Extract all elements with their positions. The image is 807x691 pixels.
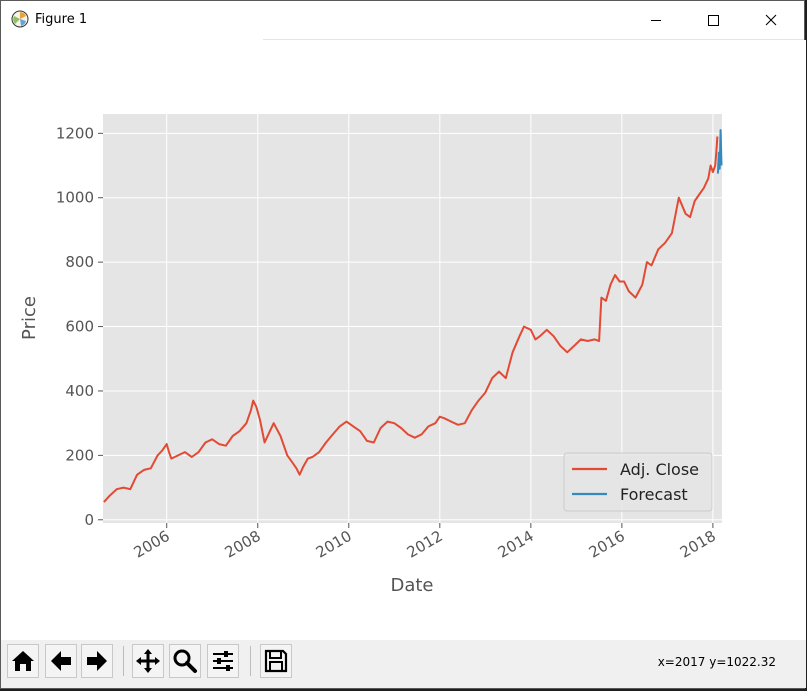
pan-button[interactable] [132, 644, 164, 678]
grid [103, 114, 722, 523]
chart: 2006 2008 2010 2012 2014 2016 2018 0 200 400 600 8… [19, 114, 723, 596]
title-separator [263, 39, 804, 40]
zoom-icon [173, 649, 197, 673]
y-tick-label: 1200 [56, 124, 94, 142]
legend-label-forecast: Forecast [620, 485, 688, 504]
forward-button[interactable] [81, 644, 113, 678]
back-arrow-icon [51, 651, 71, 671]
window-title: Figure 1 [35, 12, 88, 27]
configure-subplots-icon [213, 651, 233, 671]
x-tick-label: 2010 [313, 527, 355, 562]
y-tick-label: 200 [65, 446, 94, 464]
x-axis-label: Date [390, 575, 433, 596]
y-tick-label: 1000 [56, 189, 94, 207]
x-tick-label: 2014 [495, 527, 537, 562]
pan-icon [136, 649, 160, 673]
figure-canvas[interactable]: 2006 2008 2010 2012 2014 2016 2018 0 200 400 600 8… [1, 40, 806, 640]
save-button[interactable] [260, 644, 292, 678]
toolbar-separator [123, 646, 124, 676]
close-icon [765, 14, 777, 26]
toolbar-separator [250, 646, 251, 676]
legend-label-adj-close: Adj. Close [620, 460, 699, 479]
home-icon [12, 651, 34, 671]
x-tick-label: 2006 [131, 527, 173, 562]
zoom-button[interactable] [169, 644, 201, 678]
x-tick-label: 2012 [404, 527, 446, 562]
maximize-icon [708, 15, 719, 26]
title-bar[interactable]: Figure 1 [1, 1, 804, 39]
y-tick-label: 0 [84, 511, 94, 529]
x-tick-label: 2008 [222, 527, 264, 562]
configure-subplots-button[interactable] [207, 644, 239, 678]
save-icon [264, 649, 288, 673]
app-icon [11, 10, 29, 28]
home-button[interactable] [7, 644, 39, 678]
maximize-button[interactable] [685, 1, 743, 39]
cursor-coordinates: x=2017 y=1022.32 [657, 655, 776, 669]
back-button[interactable] [45, 644, 77, 678]
y-tick-label: 800 [65, 253, 94, 271]
series-adj-close-line [103, 136, 719, 503]
legend: Adj. Close Forecast [563, 452, 713, 512]
y-tick-label: 600 [65, 318, 94, 336]
x-tick-label: 2018 [677, 527, 719, 562]
forward-arrow-icon [87, 651, 107, 671]
y-axis-ticks: 0 200 400 600 800 1000 1200 [56, 124, 103, 529]
x-tick-label: 2016 [586, 527, 628, 562]
series-forecast-line [716, 129, 723, 174]
navigation-toolbar: x=2017 y=1022.32 [1, 640, 806, 688]
minimize-button[interactable] [627, 1, 685, 39]
y-axis-label: Price [19, 296, 40, 340]
close-button[interactable] [743, 1, 801, 39]
series-lines [103, 129, 723, 503]
y-tick-label: 400 [65, 382, 94, 400]
x-axis-ticks: 2006 2008 2010 2012 2014 2016 2018 [131, 523, 719, 562]
minimize-icon [651, 20, 661, 21]
